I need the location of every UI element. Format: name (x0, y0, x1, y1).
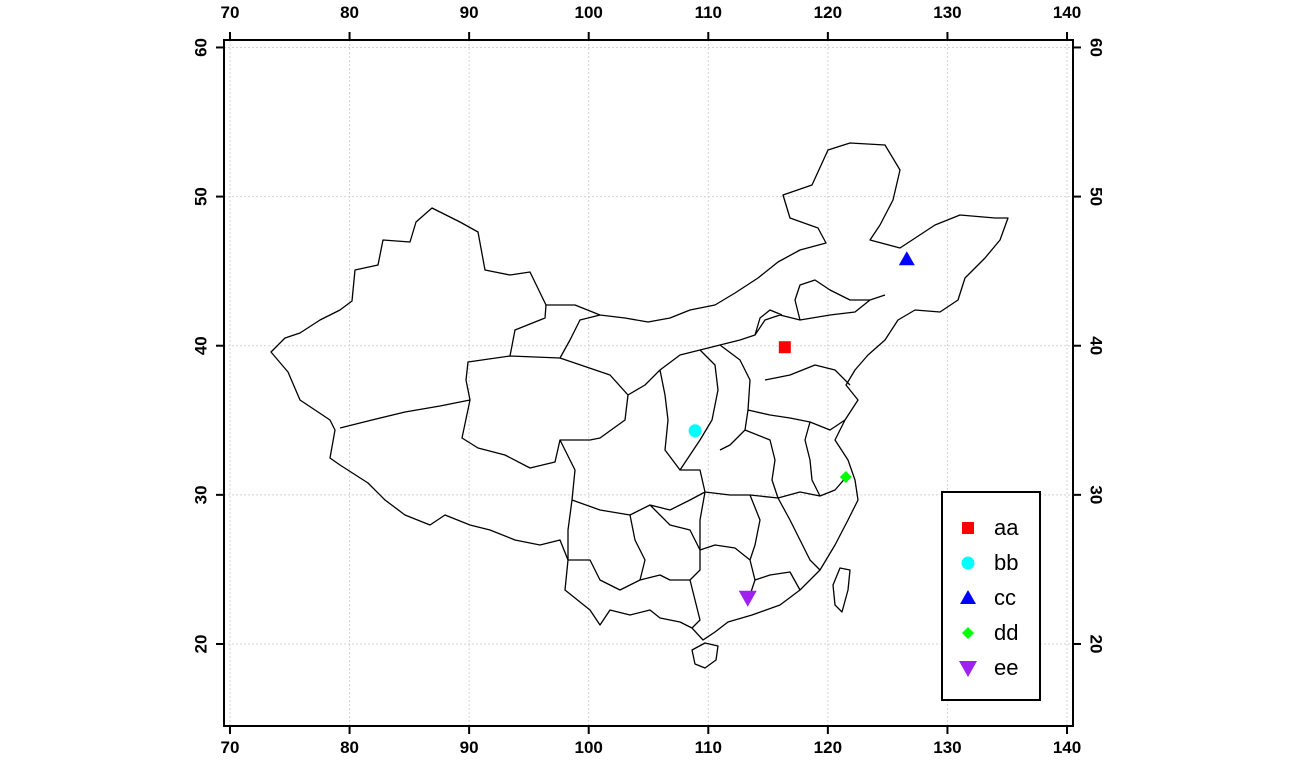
point-dd (839, 470, 852, 483)
x-tick-label-top: 90 (460, 3, 479, 22)
y-tick-label-right: 30 (1087, 485, 1106, 504)
data-points (688, 251, 915, 607)
x-tick-label-top: 110 (695, 3, 722, 22)
point-ee (738, 590, 757, 607)
x-tick-label-top: 120 (814, 3, 842, 22)
y-tick-label-left: 40 (191, 336, 210, 355)
x-tick-label-bottom: 70 (221, 738, 240, 757)
x-tick-label-top: 140 (1053, 3, 1081, 22)
province-boundaries (339, 279, 886, 629)
y-tick-label-right: 60 (1087, 38, 1106, 57)
y-tick-label-left: 50 (191, 187, 210, 206)
x-tick-label-top: 70 (221, 3, 240, 22)
x-tick-label-top: 80 (340, 3, 359, 22)
grid-lines (224, 40, 1073, 726)
x-tick-label-bottom: 140 (1053, 738, 1081, 757)
legend-marker-bb (961, 556, 975, 570)
x-tick-label-bottom: 130 (933, 738, 961, 757)
y-tick-label-left: 20 (191, 635, 210, 654)
x-tick-label-top: 100 (575, 3, 603, 22)
legend-label-cc: cc (994, 585, 1016, 610)
y-tick-label-right: 40 (1087, 336, 1106, 355)
y-tick-label-right: 20 (1087, 635, 1106, 654)
legend-label-dd: dd (994, 620, 1018, 645)
legend: aa bb cc dd ee (941, 491, 1041, 701)
legend-marker-dd (962, 627, 974, 639)
legend-label-aa: aa (994, 515, 1019, 540)
y-tick-label-right: 50 (1087, 187, 1106, 206)
x-tick-label-top: 130 (933, 3, 961, 22)
country-outline (270, 142, 1009, 641)
legend-box (941, 491, 1041, 701)
x-tick-label-bottom: 90 (460, 738, 479, 757)
legend-marker-cc (960, 590, 976, 604)
point-cc (898, 251, 915, 266)
china-province-boundaries (270, 142, 1009, 669)
legend-label-ee: ee (994, 655, 1018, 680)
point-aa (778, 341, 791, 354)
y-tick-label-left: 30 (191, 485, 210, 504)
x-tick-label-bottom: 110 (695, 738, 722, 757)
x-tick-label-bottom: 120 (814, 738, 842, 757)
x-tick-label-bottom: 100 (575, 738, 603, 757)
hainan-outline (691, 642, 719, 669)
legend-marker-ee (959, 661, 977, 677)
point-bb (688, 424, 702, 438)
taiwan-outline (832, 567, 851, 613)
legend-marker-aa (962, 522, 974, 534)
y-tick-label-left: 60 (191, 38, 210, 57)
x-tick-label-bottom: 80 (340, 738, 359, 757)
axes: 70 70 80 80 90 90 100 100 110 110 120 120 130 130 140 1… (191, 3, 1105, 757)
legend-label-bb: bb (994, 550, 1018, 575)
